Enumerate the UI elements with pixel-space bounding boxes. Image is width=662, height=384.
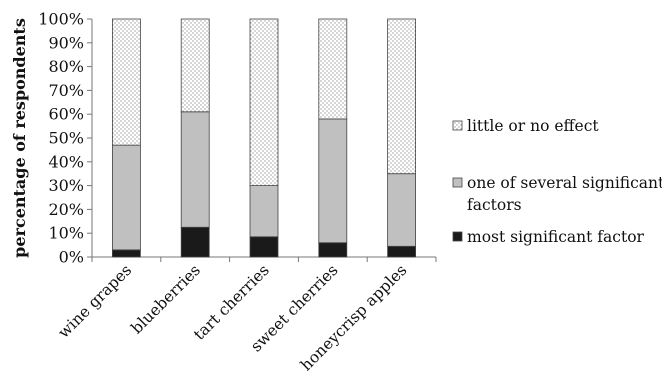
y-tick-label: 100% <box>38 10 84 29</box>
y-tick-label: 60% <box>48 105 84 124</box>
bar-segment-1-0 <box>112 144 141 251</box>
legend: little or no effect one of several signif… <box>452 117 662 246</box>
y-tick-label: 90% <box>48 33 84 52</box>
y-tick-label: 0% <box>59 248 84 267</box>
bar-segment-1-2 <box>249 185 279 238</box>
bar-segment-0-4 <box>387 245 417 258</box>
bar-segment-0-3 <box>318 242 348 258</box>
bar-segment-2-2 <box>249 18 279 187</box>
category-label: wine grapes <box>55 261 136 342</box>
bar-segment-2-1 <box>180 18 210 113</box>
y-tick-label: 50% <box>48 129 84 148</box>
legend-swatch-2 <box>452 120 463 131</box>
bar-segment-0-0 <box>112 249 141 258</box>
bar-segment-0-2 <box>249 236 279 258</box>
axes-group: 0% 10% 20% 30% 40% 50% 60% 70% 80% 90% 100% percent… <box>10 10 437 267</box>
y-tick-label: 40% <box>48 152 84 171</box>
y-tick-label: 80% <box>48 57 84 76</box>
bar-segment-0-1 <box>180 226 210 258</box>
legend-swatch-0 <box>452 231 463 242</box>
y-tick-label: 70% <box>48 81 84 100</box>
y-tick-label: 30% <box>48 176 84 195</box>
y-tick-label: 10% <box>48 224 84 243</box>
legend-label-2: little or no effect <box>467 117 599 135</box>
legend-label-0: most significant factor <box>467 228 645 246</box>
y-tick-label: 20% <box>48 200 84 219</box>
bar-segment-1-3 <box>318 118 348 244</box>
bar-segment-2-0 <box>112 18 141 146</box>
legend-label-1: one of several significant factors <box>467 174 662 214</box>
y-axis-title: percentage of respondents <box>10 18 29 258</box>
bar-segment-2-4 <box>387 18 417 175</box>
bar-segment-1-4 <box>387 173 417 247</box>
bar-segment-1-1 <box>180 111 210 228</box>
legend-swatch-1 <box>452 177 463 188</box>
bar-segment-2-3 <box>318 18 348 120</box>
category-label: blueberries <box>128 261 204 337</box>
bars-group <box>112 18 417 258</box>
